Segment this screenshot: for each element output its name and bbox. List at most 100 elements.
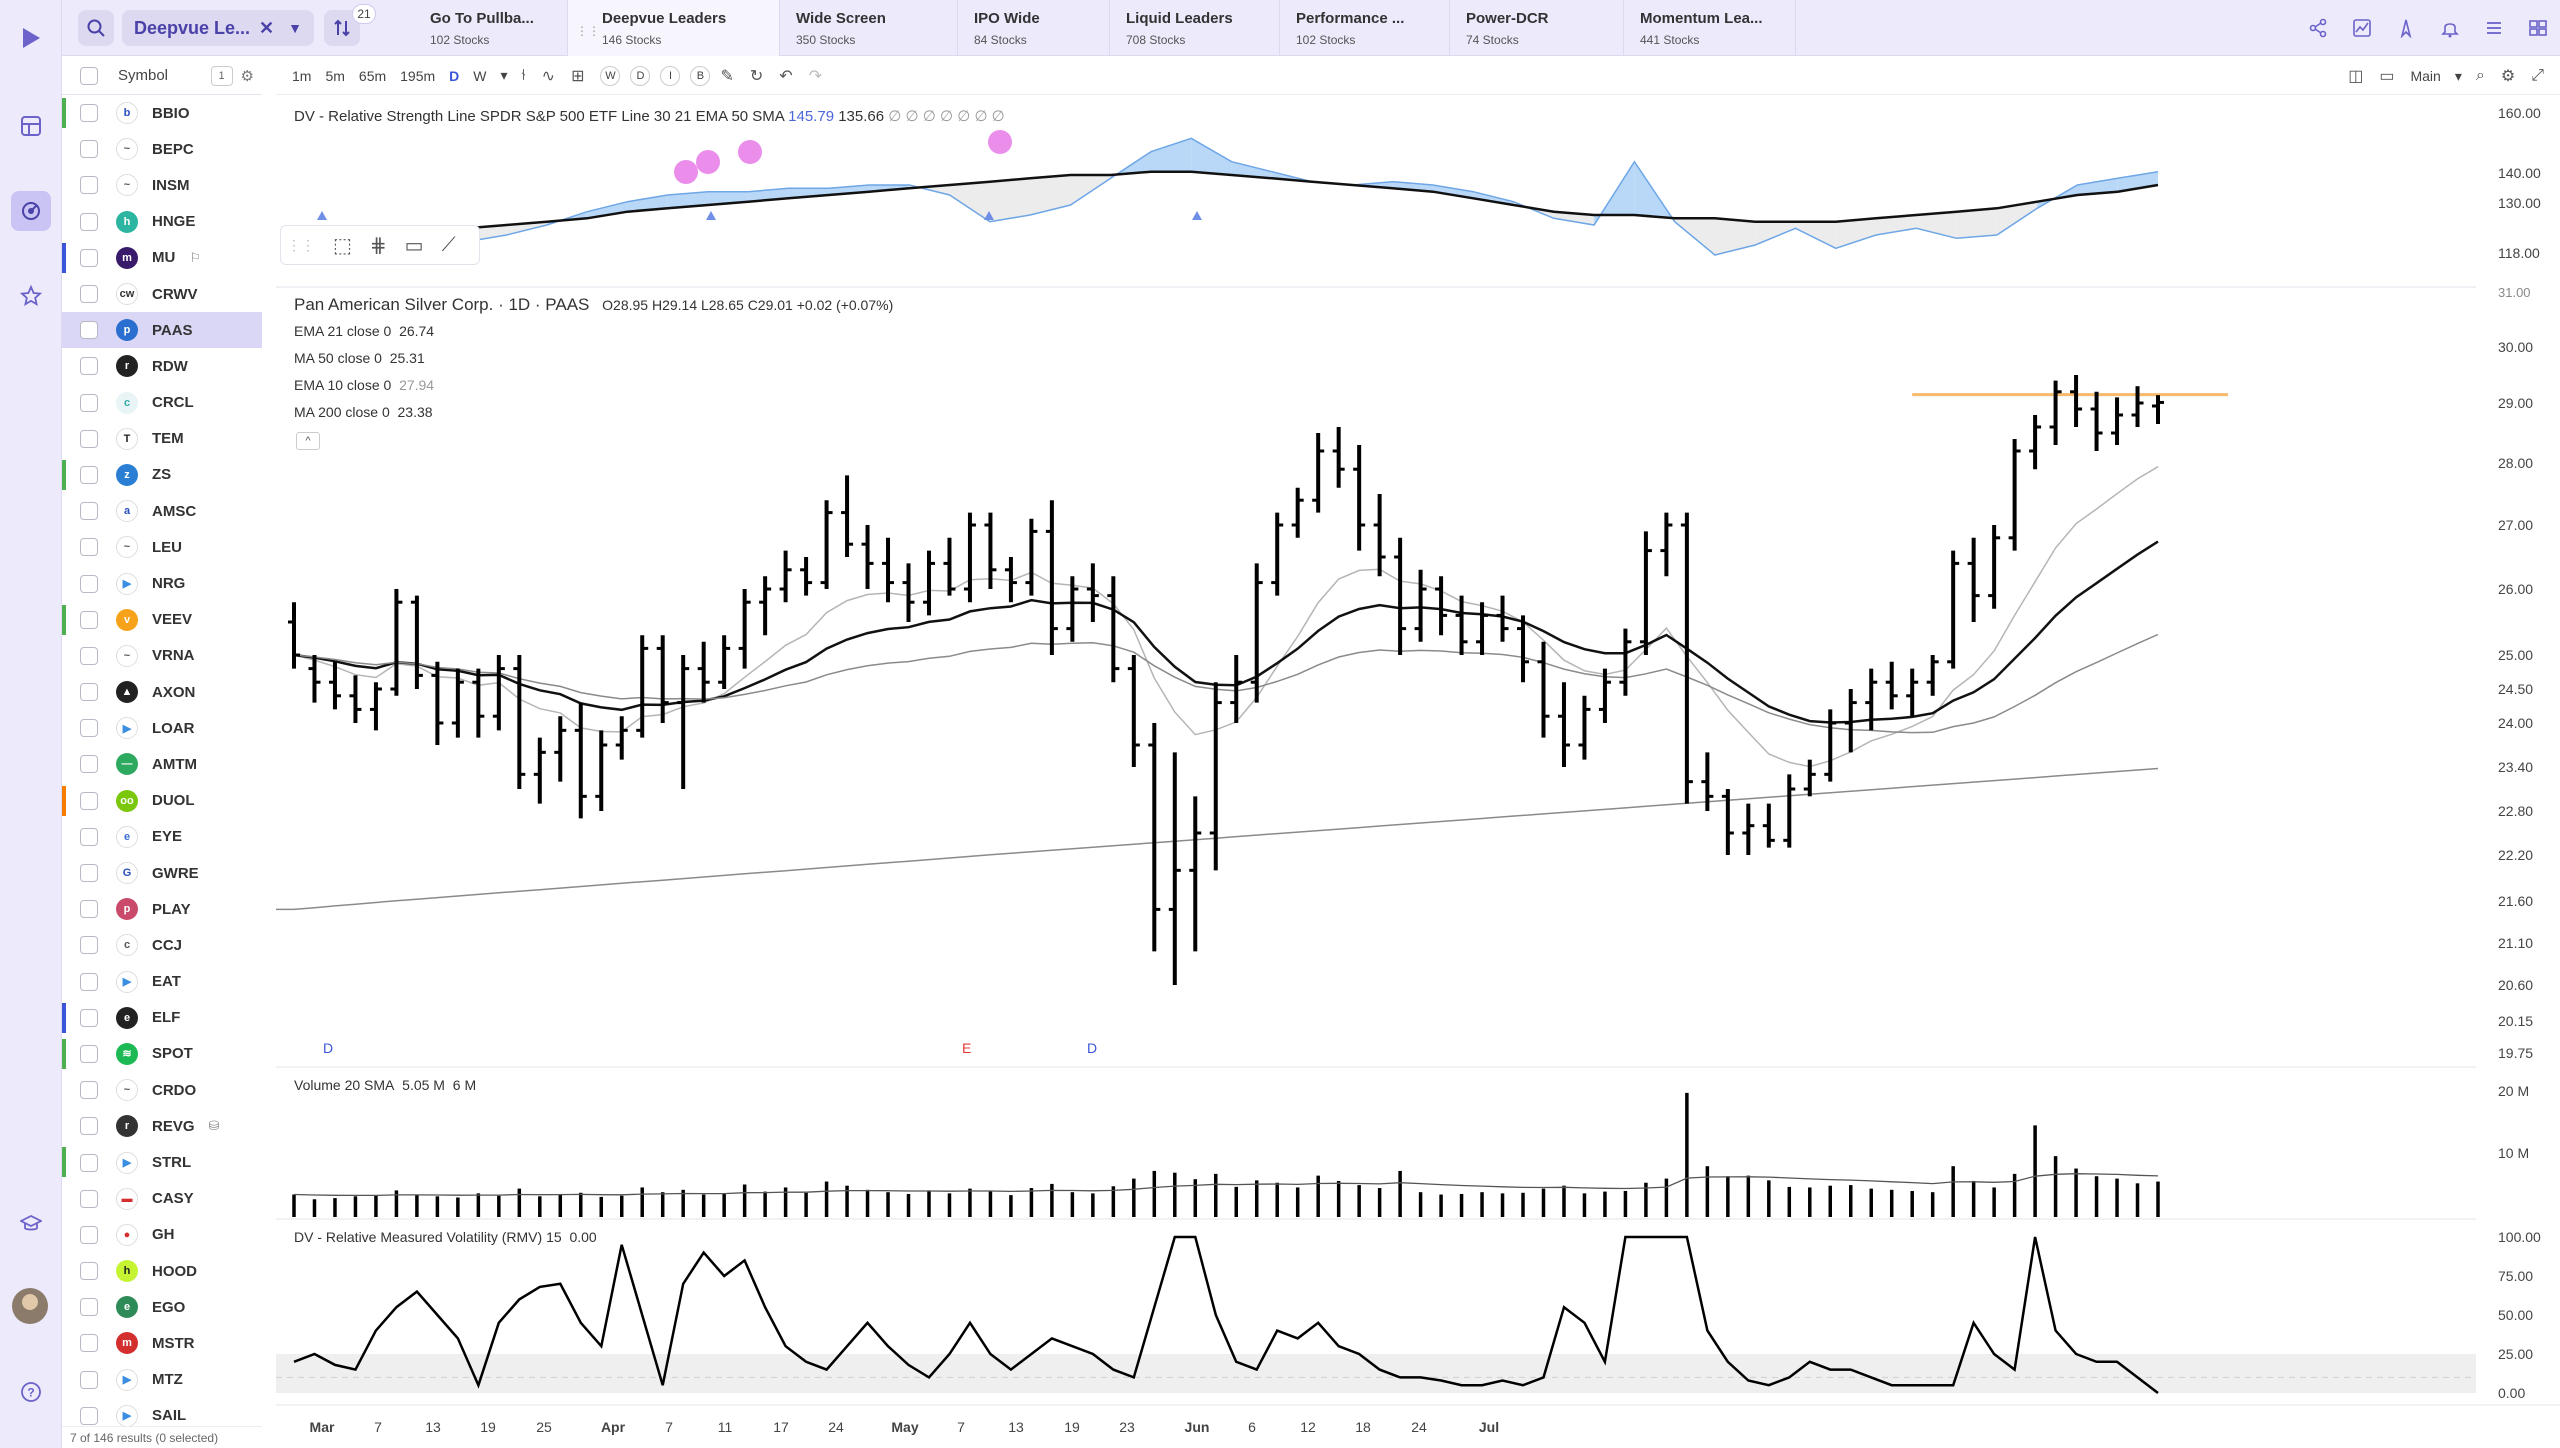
drag-handle-icon[interactable]: ⋮⋮ [576, 24, 600, 38]
ohlc-bar[interactable] [922, 550, 935, 616]
row-checkbox[interactable] [80, 719, 98, 738]
ohlc-bar[interactable] [779, 550, 792, 603]
ohlc-bar[interactable] [1435, 576, 1448, 636]
row-checkbox[interactable] [80, 900, 98, 919]
ohlc-bar[interactable] [1066, 576, 1079, 642]
ohlc-bar[interactable] [2131, 386, 2144, 427]
ohlc-bar[interactable] [882, 537, 895, 603]
search-button[interactable] [78, 10, 114, 46]
ohlc-bar[interactable] [1476, 602, 1489, 655]
watchlist-row[interactable]: e EYE [62, 819, 262, 855]
watchlist-row[interactable]: e ELF [62, 1000, 262, 1036]
ohlc-bar[interactable] [1619, 628, 1632, 696]
pen-icon[interactable]: ✎ [720, 67, 734, 85]
ohlc-bar[interactable] [820, 500, 833, 589]
share-icon[interactable] [2296, 0, 2340, 56]
ohlc-bar[interactable] [533, 737, 546, 804]
interval-1m[interactable]: 1m [292, 67, 312, 84]
row-checkbox[interactable] [80, 357, 98, 376]
watchlist-row[interactable]: ▲ AXON [62, 674, 262, 710]
ohlc-bar[interactable] [2070, 375, 2083, 427]
ohlc-bar[interactable] [1844, 689, 1857, 753]
ohlc-bar[interactable] [1783, 774, 1796, 848]
watchlist-row[interactable]: r RDW [62, 348, 262, 384]
ohlc-bar[interactable] [718, 635, 731, 689]
ohlc-bar[interactable] [1107, 576, 1120, 683]
ohlc-bar[interactable] [677, 655, 690, 789]
interval-w[interactable]: W [473, 67, 487, 84]
row-checkbox[interactable] [80, 212, 98, 231]
ohlc-bar[interactable] [1496, 595, 1509, 642]
watchlist-row[interactable]: m MSTR [62, 1325, 262, 1361]
drag-handle-icon[interactable]: ⋮⋮ [287, 236, 315, 253]
ohlc-bar[interactable] [308, 655, 321, 703]
ohlc-bar[interactable] [1947, 550, 1960, 669]
select-all-checkbox[interactable] [80, 66, 98, 85]
ohlc-bar[interactable] [1189, 796, 1202, 952]
graduation-cap-icon[interactable] [11, 1204, 51, 1244]
gear-icon[interactable]: ⚙ [240, 67, 254, 85]
ohlc-bar[interactable] [492, 655, 505, 731]
ohlc-bar[interactable] [390, 589, 403, 696]
ohlc-bar[interactable] [1373, 494, 1386, 577]
trendline-tool-icon[interactable]: ⟋ [441, 233, 456, 256]
tab-performance[interactable]: Performance ... 102 Stocks [1280, 0, 1450, 56]
watchlist-row[interactable]: ▶ LOAR [62, 710, 262, 746]
ohlc-bar[interactable] [1701, 752, 1714, 811]
watchlist-row[interactable]: — AMTM [62, 746, 262, 782]
chevron-down-icon[interactable]: ▾ [500, 67, 508, 83]
row-checkbox[interactable] [80, 683, 98, 702]
tab-deepvue-leaders[interactable]: ⋮⋮ Deepvue Leaders 146 Stocks [568, 0, 780, 56]
ohlc-bar[interactable] [2111, 397, 2124, 445]
watchlist-row[interactable]: ▶ EAT [62, 964, 262, 1000]
ohlc-bar[interactable] [636, 635, 649, 738]
ohlc-bar[interactable] [1680, 512, 1693, 804]
chevron-down-icon[interactable]: ▾ [2454, 67, 2462, 84]
ohlc-bar[interactable] [759, 576, 772, 636]
tab-momentum-lea[interactable]: Momentum Lea... 441 Stocks [1624, 0, 1796, 56]
watchlist-row[interactable]: G GWRE [62, 855, 262, 891]
row-checkbox[interactable] [80, 1406, 98, 1425]
ohlc-bar[interactable] [369, 682, 382, 731]
watchlist-row[interactable]: a AMSC [62, 493, 262, 529]
row-checkbox[interactable] [80, 1334, 98, 1353]
ohlc-bar[interactable] [943, 537, 956, 596]
row-checkbox[interactable] [80, 248, 98, 267]
row-checkbox[interactable] [80, 1117, 98, 1136]
templates-icon[interactable]: ⊞ [571, 67, 585, 85]
watchlist-row[interactable]: T TEM [62, 421, 262, 457]
watchlist-row[interactable]: b BBIO [62, 95, 262, 131]
watchlist-row[interactable]: m MU ⚐ [62, 240, 262, 276]
ohlc-bar[interactable] [328, 661, 341, 710]
watchlist-row[interactable]: ~ VRNA [62, 638, 262, 674]
flag-icon[interactable]: ⚐ [189, 249, 201, 265]
ohlc-bar[interactable] [1865, 668, 1878, 731]
watchlist-row[interactable]: ▶ STRL [62, 1144, 262, 1180]
ohlc-bar[interactable] [1312, 433, 1325, 513]
watchlist-row[interactable]: ▬ CASY [62, 1181, 262, 1217]
ohlc-bar[interactable] [1353, 445, 1366, 551]
fib-tool-icon[interactable]: ⋕ [369, 234, 387, 257]
bar-style-icon[interactable]: ⫮ [521, 66, 526, 84]
ohlc-bar[interactable] [984, 512, 997, 589]
symbol-column-header[interactable]: Symbol [118, 67, 169, 84]
watchlist-row[interactable]: z ZS [62, 457, 262, 493]
period-d[interactable]: D [630, 65, 651, 86]
ohlc-bar[interactable] [2049, 380, 2062, 445]
ohlc-bar[interactable] [1004, 557, 1017, 603]
ohlc-bar[interactable] [1086, 563, 1099, 622]
ohlc-bar[interactable] [963, 512, 976, 603]
watchlist-row[interactable]: ~ INSM [62, 167, 262, 203]
ohlc-bar[interactable] [1824, 709, 1837, 782]
ohlc-bar[interactable] [1168, 752, 1181, 985]
row-checkbox[interactable] [80, 1225, 98, 1244]
watchlist-row[interactable]: ~ CRDO [62, 1072, 262, 1108]
ohlc-bar[interactable] [738, 589, 751, 669]
rectangle-tool-icon[interactable]: ⬚ [333, 234, 352, 257]
tab-power-dcr[interactable]: Power-DCR 74 Stocks [1450, 0, 1624, 56]
ohlc-bar[interactable] [861, 525, 874, 589]
ohlc-bar[interactable] [1045, 500, 1058, 655]
period-b[interactable]: B [690, 65, 711, 86]
watchlist-row[interactable]: ▶ NRG [62, 565, 262, 601]
ohlc-bar[interactable] [2008, 439, 2021, 551]
